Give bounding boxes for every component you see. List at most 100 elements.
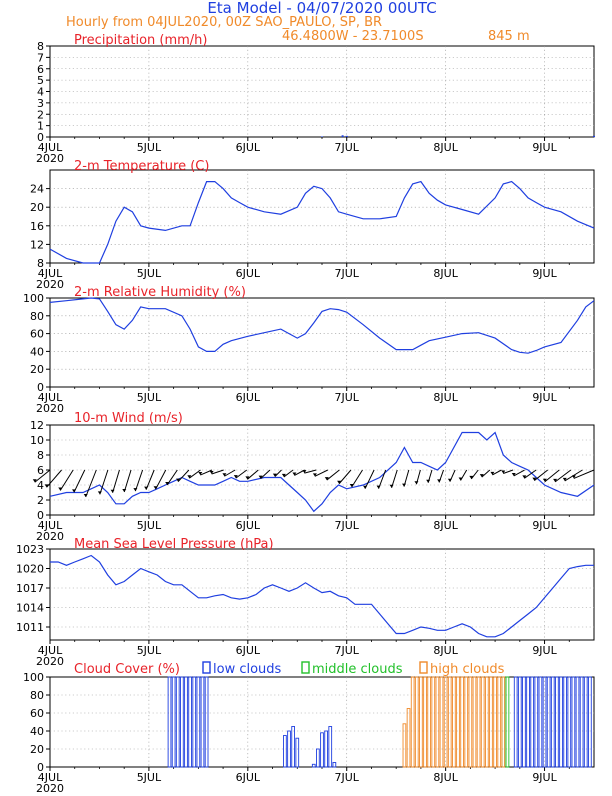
wind-barb xyxy=(304,469,317,474)
wind-barb xyxy=(134,469,144,492)
wind-barb-head xyxy=(165,481,170,485)
wind-barb xyxy=(247,469,259,480)
high-clouds-bar xyxy=(480,676,485,768)
wind-ytick-label: 8 xyxy=(37,449,44,462)
wind-barb-head xyxy=(363,485,368,489)
wind-barb-head xyxy=(511,472,516,476)
wind-barb xyxy=(73,469,86,493)
temp-title: 2-m Temperature (C) xyxy=(74,159,209,174)
wind-barb xyxy=(470,469,479,480)
clouds-xtick-label: 9JUL xyxy=(532,771,557,784)
wind-barb xyxy=(200,469,213,476)
precip-frame xyxy=(49,45,595,138)
rh-xtick-label: 4JUL xyxy=(38,391,63,404)
mslp-ytick-label: 1023 xyxy=(16,543,44,556)
rh-ytick-label: 0 xyxy=(37,381,44,394)
wind-barb xyxy=(155,469,167,490)
wind-xtick-label: 9JUL xyxy=(532,519,557,532)
precip-xtick-label: 6JUL xyxy=(236,141,261,154)
wind-barb-head xyxy=(233,475,238,479)
high-clouds-bar xyxy=(484,676,489,768)
precip-bar xyxy=(341,135,344,137)
high-clouds-bar xyxy=(497,676,502,768)
low-clouds-bar xyxy=(550,676,555,768)
high-clouds-bar xyxy=(443,676,448,768)
low-clouds-bar xyxy=(559,676,563,768)
wind-ytick-label: 10 xyxy=(30,434,44,447)
temp-ytick-label: 16 xyxy=(30,220,44,233)
wind-barb xyxy=(59,469,74,491)
wind-barb-head xyxy=(542,478,547,482)
wind-barb xyxy=(211,469,224,475)
rh-ytick-label: 20 xyxy=(30,363,44,376)
wind-barb-head xyxy=(402,483,407,487)
clouds-title: Cloud Cover (%) xyxy=(74,662,180,677)
clouds-ytick-label: 0 xyxy=(37,761,44,774)
temp-xtick-label: 7JUL xyxy=(335,267,360,280)
high-clouds-bar xyxy=(423,676,427,768)
high-clouds-bar xyxy=(493,676,497,768)
low-clouds-bar xyxy=(575,676,580,768)
wind-barb-head xyxy=(144,486,149,490)
wind-barb xyxy=(524,469,537,479)
wind-barb xyxy=(235,469,248,479)
rh-xtick-label: 5JUL xyxy=(137,391,162,404)
mslp-ytick-label: 1011 xyxy=(16,621,44,634)
clouds-ytick-label: 40 xyxy=(30,725,44,738)
wind-xtick-label: 8JUL xyxy=(433,519,458,532)
low-clouds-bar xyxy=(188,676,192,768)
clouds-frame xyxy=(49,676,595,768)
header-location: 46.4800W - 23.7100S xyxy=(282,29,424,44)
wind-barb-head xyxy=(571,475,576,479)
high-clouds-bar xyxy=(460,676,464,768)
low-clouds-bar xyxy=(583,676,588,768)
clouds-xtick-label: 8JUL xyxy=(433,771,458,784)
temp-panel: 8 12 16 20 24 4JUL2020 5JUL 6JUL 7JUL 8JUL 9JUL 2-m… xyxy=(30,159,595,291)
temp-xtick-year: 2020 xyxy=(36,278,64,291)
low-clouds-bar xyxy=(192,676,197,768)
high-clouds-bar xyxy=(468,676,473,768)
precip-ytick-label: 5 xyxy=(37,74,44,87)
low-clouds-bar xyxy=(200,676,205,768)
high-clouds-bar xyxy=(410,676,415,768)
wind-xtick-label: 4JUL xyxy=(38,519,63,532)
temp-line xyxy=(49,180,595,264)
precip-ytick-label: 7 xyxy=(37,51,44,64)
precip-xtick-label: 7JUL xyxy=(335,141,360,154)
low-clouds-bar xyxy=(526,676,530,768)
low-clouds-bar xyxy=(332,762,337,768)
low-clouds-bar xyxy=(567,676,572,768)
temp-xtick-label: 4JUL xyxy=(38,267,63,280)
high-clouds-bar xyxy=(476,676,481,768)
clouds-ytick-label: 20 xyxy=(30,743,44,756)
low-clouds-bar xyxy=(316,748,320,768)
wind-xtick-label: 6JUL xyxy=(236,519,261,532)
precip-bar xyxy=(321,136,323,137)
wind-barb-head xyxy=(479,474,484,478)
wind-barb xyxy=(503,469,514,474)
high-clouds-bar xyxy=(472,676,477,768)
high-clouds-bar xyxy=(414,676,419,768)
wind-barb-head xyxy=(44,484,49,488)
temp-ytick-label: 12 xyxy=(30,238,44,251)
rh-ytick-label: 60 xyxy=(30,328,44,341)
low-clouds-bar xyxy=(184,676,188,768)
precip-ytick-label: 3 xyxy=(37,97,44,110)
precip-xtick-label: 8JUL xyxy=(433,141,458,154)
wind-barb xyxy=(338,469,352,485)
mslp-xtick-label: 7JUL xyxy=(335,644,360,657)
wind-ytick-label: 0 xyxy=(37,509,44,522)
rh-xtick-label: 9JUL xyxy=(532,391,557,404)
low-clouds-bar xyxy=(295,737,300,768)
precip-title: Precipitation (mm/h) xyxy=(74,33,207,48)
precip-xtick-year: 2020 xyxy=(36,152,64,165)
wind-barb xyxy=(378,469,387,489)
temp-frame xyxy=(49,169,595,264)
wind-barb xyxy=(573,469,595,479)
rh-xtick-label: 7JUL xyxy=(335,391,360,404)
wind-barb xyxy=(85,469,97,498)
mslp-panel: 1011 1014 1017 1020 1023 4JUL2020 5JUL 6JUL 7JUL… xyxy=(16,537,595,668)
wind-barb-head xyxy=(469,475,474,479)
mslp-ytick-label: 1014 xyxy=(16,602,44,615)
high-clouds-bar xyxy=(402,723,407,768)
